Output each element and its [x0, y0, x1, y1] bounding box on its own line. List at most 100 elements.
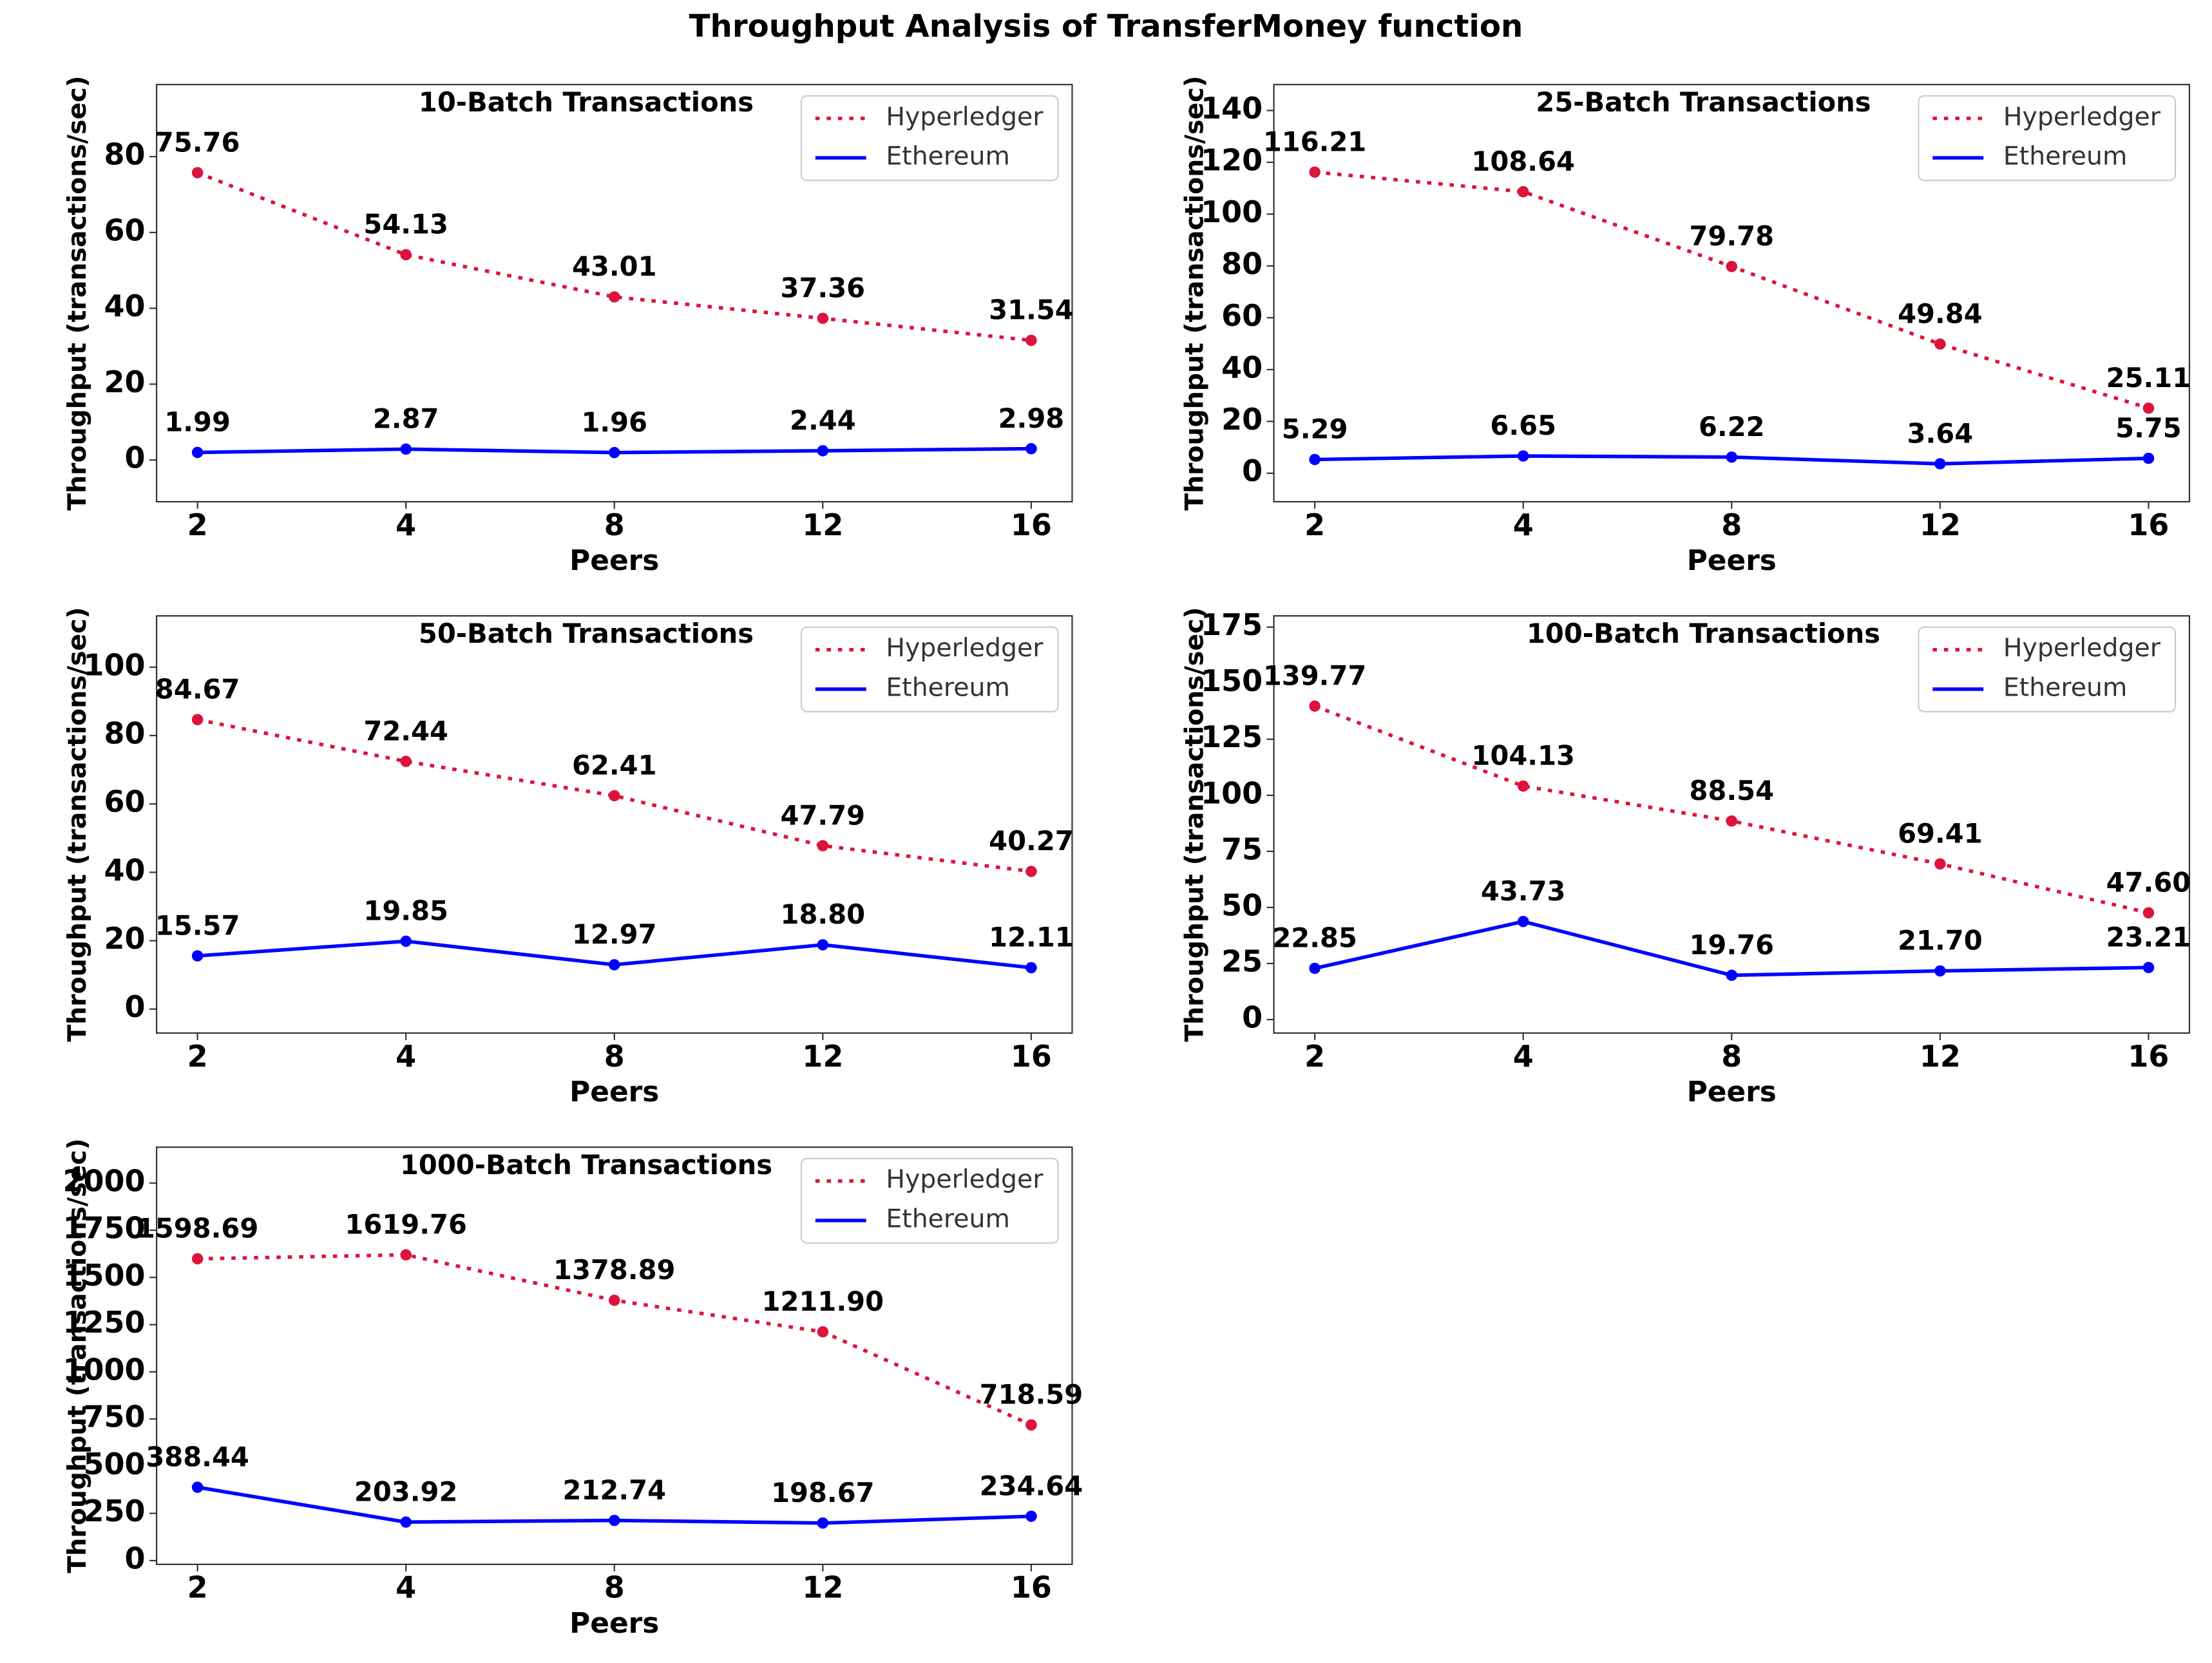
value-label: 43.01 — [572, 251, 657, 282]
value-label: 116.21 — [1263, 126, 1367, 157]
value-label: 54.13 — [363, 209, 448, 240]
value-label: 2.98 — [998, 403, 1065, 434]
value-label: 72.44 — [363, 715, 448, 746]
value-label: 2.44 — [790, 404, 856, 436]
value-label: 84.67 — [155, 673, 240, 705]
y-tick-label: 100 — [1201, 775, 1263, 810]
data-point — [817, 445, 829, 457]
x-tick-label: 8 — [604, 1570, 625, 1605]
data-point — [191, 446, 204, 459]
x-axis-label: Peers — [1687, 544, 1777, 577]
x-tick-label: 16 — [1011, 508, 1052, 542]
x-tick-label: 2 — [187, 508, 208, 542]
series-line — [196, 171, 1032, 343]
y-axis-label: Throughput (transactions/sec) — [62, 1138, 92, 1573]
data-point — [1934, 965, 1946, 977]
data-point — [400, 755, 412, 767]
data-point — [1517, 915, 1529, 927]
x-tick-label: 2 — [1304, 508, 1325, 542]
legend-label: Hyperledger — [2003, 633, 2161, 663]
y-tick-label: 140 — [1201, 91, 1263, 126]
data-point — [1726, 815, 1738, 827]
y-tick-label: 150 — [1201, 663, 1263, 698]
y-tick-label: 0 — [1242, 1000, 1263, 1035]
y-tick-label: 60 — [104, 784, 146, 819]
value-label: 75.76 — [155, 126, 240, 158]
value-label: 3.64 — [1907, 417, 1974, 449]
x-tick-label: 16 — [2128, 508, 2169, 542]
x-axis-label: Peers — [569, 544, 659, 577]
data-point — [191, 167, 204, 178]
x-tick-label: 12 — [802, 1039, 843, 1074]
y-tick-label: 60 — [1221, 298, 1263, 333]
value-label: 388.44 — [146, 1441, 249, 1472]
data-point — [191, 1481, 204, 1493]
data-point — [1309, 700, 1321, 712]
subplot-title: 10-Batch Transactions — [419, 86, 754, 118]
y-tick-label: 1000 — [63, 1352, 146, 1387]
data-point — [1025, 442, 1037, 455]
y-axis-label: Throughput (transactions/sec) — [1180, 607, 1210, 1041]
value-label: 12.97 — [572, 918, 657, 950]
value-label: 43.73 — [1481, 875, 1566, 907]
value-label: 37.36 — [781, 272, 866, 303]
y-tick-label: 1500 — [63, 1258, 146, 1293]
value-label: 12.11 — [989, 922, 1074, 953]
y-axis-label: Throughput (transactions/sec) — [1180, 76, 1210, 511]
x-tick-label: 8 — [1721, 1039, 1742, 1074]
value-label: 6.22 — [1699, 411, 1765, 442]
subplot-title: 25-Batch Transactions — [1536, 86, 1871, 118]
y-tick-label: 60 — [104, 213, 146, 247]
legend-label: Hyperledger — [2003, 102, 2161, 131]
value-label: 6.65 — [1490, 410, 1556, 441]
x-tick-label: 2 — [1304, 1039, 1325, 1074]
y-tick-label: 20 — [104, 365, 146, 399]
data-point — [1309, 166, 1321, 178]
data-point — [1726, 261, 1738, 272]
x-tick-label: 12 — [1920, 508, 1961, 542]
value-label: 1.96 — [581, 406, 647, 438]
value-label: 49.84 — [1898, 298, 1983, 329]
data-point — [400, 1249, 412, 1261]
data-point — [609, 291, 620, 303]
legend-label: Ethereum — [2003, 673, 2128, 703]
y-axis-label: Throughput (transactions/sec) — [62, 76, 92, 511]
value-label: 2.87 — [373, 403, 439, 435]
y-tick-label: 80 — [104, 716, 146, 751]
value-label: 5.75 — [2115, 412, 2182, 444]
data-point — [400, 935, 412, 947]
y-tick-label: 80 — [1221, 246, 1263, 281]
data-point — [1309, 962, 1321, 974]
subplot: 0 20 40 60 80 100 2 4 8 12 16 Peers Throughput (tran… — [62, 607, 1074, 1108]
y-tick-label: 25 — [1221, 944, 1263, 978]
value-label: 19.76 — [1690, 929, 1775, 960]
value-label: 69.41 — [1898, 818, 1983, 850]
data-point — [1517, 780, 1529, 792]
value-label: 203.92 — [354, 1476, 458, 1507]
y-tick-label: 0 — [125, 989, 146, 1024]
value-label: 234.64 — [980, 1470, 1083, 1501]
y-tick-label: 100 — [1201, 195, 1263, 229]
data-point — [609, 1295, 620, 1306]
y-tick-label: 250 — [84, 1494, 146, 1528]
y-tick-label: 50 — [1221, 888, 1263, 922]
x-tick-label: 2 — [187, 1039, 208, 1074]
data-point — [817, 939, 829, 951]
x-axis-label: Peers — [569, 1076, 659, 1108]
value-label: 104.13 — [1471, 740, 1575, 772]
y-tick-label: 0 — [125, 441, 146, 475]
subplot-title: 100-Batch Transactions — [1527, 618, 1880, 649]
data-point — [400, 443, 412, 455]
value-label: 47.79 — [781, 799, 866, 831]
y-tick-label: 100 — [84, 647, 146, 682]
x-tick-label: 8 — [1721, 508, 1742, 542]
data-point — [191, 950, 204, 962]
value-label: 25.11 — [2106, 362, 2191, 394]
data-point — [400, 249, 412, 261]
data-point — [609, 1514, 620, 1526]
y-tick-label: 500 — [84, 1447, 146, 1481]
value-label: 198.67 — [771, 1477, 875, 1508]
x-tick-label: 8 — [604, 508, 625, 542]
